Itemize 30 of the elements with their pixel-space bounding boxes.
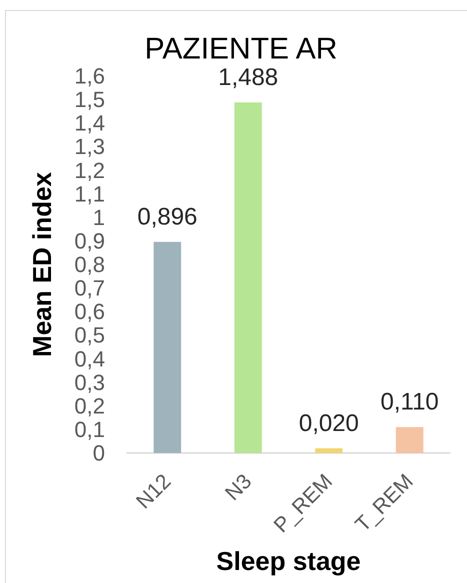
y-tick-label: 0,4 [74,346,105,372]
bar [154,242,182,453]
y-tick-label: 1,3 [74,134,105,160]
y-tick-label: 0,6 [74,299,105,324]
y-tick-label: 1,4 [74,110,105,136]
bar [234,102,262,453]
y-tick-label: 0,2 [74,393,105,418]
bar [315,448,343,453]
data-label: 0,110 [380,388,439,416]
y-tick-label: 1,5 [74,87,105,112]
data-label: 0,896 [137,203,198,230]
y-axis-title: Mean ED index [27,171,57,357]
y-tick-label: 1,6 [74,64,105,88]
y-tick-label: 1,2 [74,158,105,183]
y-tick-label: 0,5 [74,322,105,348]
data-label: 0,020 [298,410,359,437]
y-tick-label: 0 [92,440,105,466]
y-tick-label: 0,3 [74,370,105,395]
y-tick-label: 0,8 [74,252,105,277]
y-tick-label: 1,1 [74,181,105,206]
x-axis-title: Sleep stage [216,546,361,576]
y-tick-label: 0,7 [74,276,105,301]
chart-title: PAZIENTE AR [144,32,338,66]
bar [396,427,424,453]
y-tick-label: 0,9 [74,228,105,254]
y-tick-label: 1 [92,204,105,230]
x-tick-label: N3 [221,470,256,506]
y-tick-label: 0,1 [74,416,105,442]
data-label: 1,488 [218,64,278,91]
x-tick-label: N12 [132,470,176,514]
